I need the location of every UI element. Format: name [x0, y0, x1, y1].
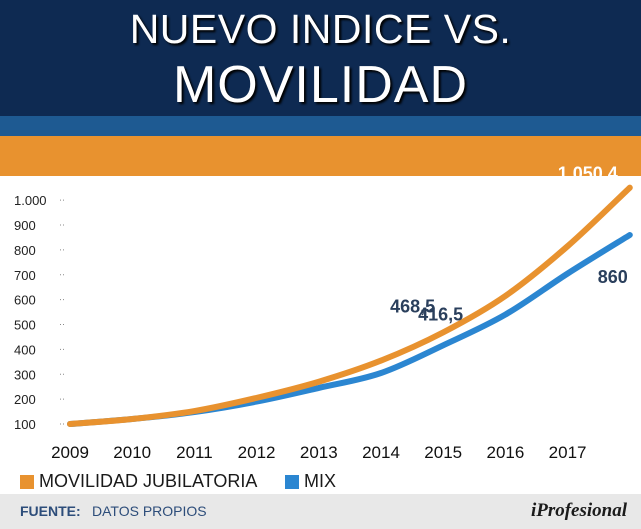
blue-band — [0, 116, 641, 136]
y-tick-label: 1.000 — [14, 193, 47, 208]
y-tick-label: 900 — [14, 218, 36, 233]
x-tick-label: 2014 — [362, 443, 400, 462]
y-tick-label: 500 — [14, 318, 36, 333]
legend-swatch-movilidad — [20, 474, 34, 489]
x-tick-label: 2013 — [300, 443, 338, 462]
data-label: 416,5 — [418, 304, 463, 324]
y-tick-label: 200 — [14, 392, 36, 407]
y-tick-label: 700 — [14, 268, 36, 283]
x-tick-label: 2016 — [486, 443, 524, 462]
brand-logo: iProfesional — [530, 500, 627, 521]
orange-band — [0, 136, 641, 176]
y-tick-label: 800 — [14, 243, 36, 258]
chart-title-line1: NUEVO INDICE VS. — [129, 6, 512, 52]
legend-label-mix: MIX — [304, 471, 337, 491]
x-tick-label: 2012 — [238, 443, 276, 462]
legend-swatch-mix — [285, 474, 299, 489]
y-tick-label: 600 — [14, 293, 36, 308]
legend-item-movilidad: MOVILIDAD JUBILATORIA — [20, 471, 257, 492]
y-tick-label: 300 — [14, 367, 36, 382]
data-label: 468,5 — [390, 296, 435, 316]
source-value: DATOS PROPIOS — [92, 503, 207, 519]
x-tick-label: 2017 — [549, 443, 587, 462]
legend-label-movilidad: MOVILIDAD JUBILATORIA — [39, 471, 258, 491]
x-tick-label: 2009 — [51, 443, 89, 462]
data-label: 860 — [598, 267, 628, 287]
source-label: FUENTE: — [20, 503, 81, 519]
x-tick-label: 2010 — [113, 443, 151, 462]
footer: FUENTE: DATOS PROPIOS iProfesional — [0, 494, 641, 529]
legend-item-mix: MIX — [285, 471, 336, 492]
series-line-movilidad — [67, 184, 633, 427]
x-tick-label: 2011 — [176, 443, 213, 462]
legend: MOVILIDAD JUBILATORIA MIX — [0, 468, 641, 494]
data-label: 1.050,4 — [558, 164, 618, 184]
y-tick-label: 100 — [14, 417, 36, 432]
x-tick-label: 2015 — [424, 443, 462, 462]
y-tick-label: 400 — [14, 342, 36, 357]
